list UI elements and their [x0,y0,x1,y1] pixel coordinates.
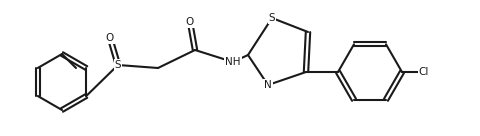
Text: O: O [186,17,194,27]
Text: O: O [106,33,114,43]
Text: NH: NH [225,57,241,67]
Text: S: S [115,60,121,70]
Text: N: N [264,80,272,90]
Text: Cl: Cl [419,67,429,77]
Text: S: S [269,13,276,23]
